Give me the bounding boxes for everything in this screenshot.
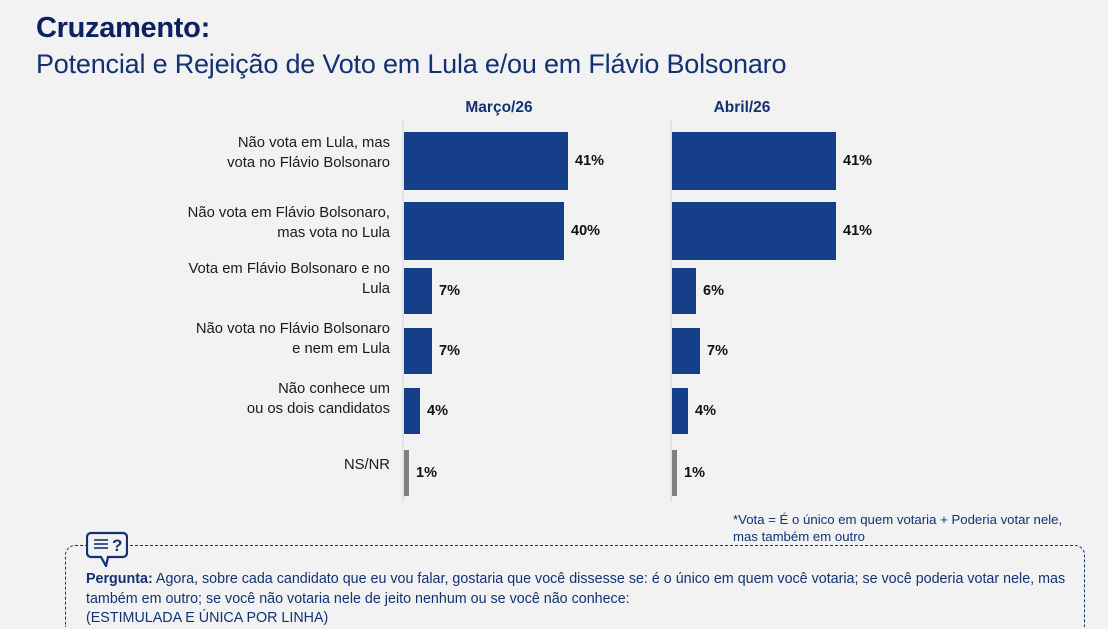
bar-group: 7% [404, 328, 460, 374]
svg-text:?: ? [112, 536, 122, 555]
question-body: Agora, sobre cada candidato que eu vou f… [86, 571, 1066, 607]
category-label-line: Vota em Flávio Bolsonaro e no [188, 261, 390, 277]
bar-value-label: 41% [575, 153, 605, 169]
column-header-abril: Abril/26 [713, 99, 771, 116]
category-label-line: ou os dois candidatos [246, 401, 390, 417]
category-label: Não vota em Flávio Bolsonaro, mas vota no… [60, 203, 390, 243]
bar-value-label: 1% [684, 465, 705, 481]
bar-value-label: 1% [416, 465, 437, 481]
bar-value-label: 41% [843, 153, 873, 169]
bar-group: 1% [404, 450, 437, 496]
footnote: *Vota = É o único em quem votaria + Pode… [733, 512, 1063, 544]
bar-value-label: 40% [571, 223, 601, 239]
bar-group: 4% [404, 388, 448, 434]
bar-value-label: 4% [695, 403, 716, 419]
bar-value-label: 7% [439, 283, 460, 299]
column-header-marco: Março/26 [465, 99, 533, 116]
bar-group: 7% [404, 268, 460, 314]
bar [672, 268, 696, 314]
category-label: Vota em Flávio Bolsonaro e no Lula [60, 259, 390, 299]
speech-bubble-question-icon: ? [85, 529, 129, 570]
bar-value-label: 4% [427, 403, 448, 419]
category-label-line: Não conhece um [278, 381, 390, 397]
category-label-line: Lula [362, 281, 390, 297]
category-label-line: e nem em Lula [292, 341, 390, 357]
category-label: Não vota no Flávio Bolsonaro e nem em Lul… [60, 319, 390, 359]
question-text: Pergunta: Agora, sobre cada candidato qu… [86, 570, 1071, 629]
bar-group: 4% [672, 388, 716, 434]
bar [404, 132, 568, 190]
bar-group: 41% [672, 202, 872, 260]
bar [404, 450, 409, 496]
bar-chart: Não vota em Lula, mas vota no Flávio Bols… [0, 120, 1108, 502]
bar [404, 268, 432, 314]
bar-group: 40% [404, 202, 600, 260]
axis-line-abril [670, 120, 672, 502]
category-label-line: vota no Flávio Bolsonaro [227, 155, 390, 171]
question-prefix: Pergunta: [86, 571, 153, 587]
bar [672, 328, 700, 374]
bar-group: 41% [404, 132, 604, 190]
category-label-line: Não vota em Lula, mas [237, 135, 390, 151]
bar-group: 7% [672, 328, 728, 374]
bar-value-label: 6% [703, 283, 724, 299]
question-box: ? Pergunta: Agora, sobre cada candidato … [65, 529, 1085, 629]
category-label-line: mas vota no Lula [277, 225, 390, 241]
title-main: Cruzamento: [36, 12, 210, 44]
bar-value-label: 7% [439, 343, 460, 359]
category-label: Não vota em Lula, mas vota no Flávio Bols… [60, 133, 390, 173]
bar [672, 388, 688, 434]
bar [404, 328, 432, 374]
bar-group: 6% [672, 268, 724, 314]
question-note: (ESTIMULADA E ÚNICA POR LINHA) [86, 610, 329, 626]
bar [672, 450, 677, 496]
category-label-line: Não vota em Flávio Bolsonaro, [187, 205, 390, 221]
bar [672, 132, 836, 190]
bar [404, 202, 564, 260]
bar-value-label: 7% [707, 343, 728, 359]
bar-group: 41% [672, 132, 872, 190]
bar-value-label: 41% [843, 223, 873, 239]
bar [672, 202, 836, 260]
bar [404, 388, 420, 434]
category-label: NS/NR [60, 455, 390, 475]
page-title: Cruzamento: Potencial e Rejeição de Voto… [36, 10, 1076, 81]
category-label: Não conhece um ou os dois candidatos [60, 379, 390, 419]
bar-group: 1% [672, 450, 705, 496]
category-label-line: NS/NR [343, 457, 390, 473]
title-subtitle: Potencial e Rejeição de Voto em Lula e/o… [36, 49, 787, 79]
category-label-line: Não vota no Flávio Bolsonaro [195, 321, 390, 337]
axis-line-marco [402, 120, 404, 502]
